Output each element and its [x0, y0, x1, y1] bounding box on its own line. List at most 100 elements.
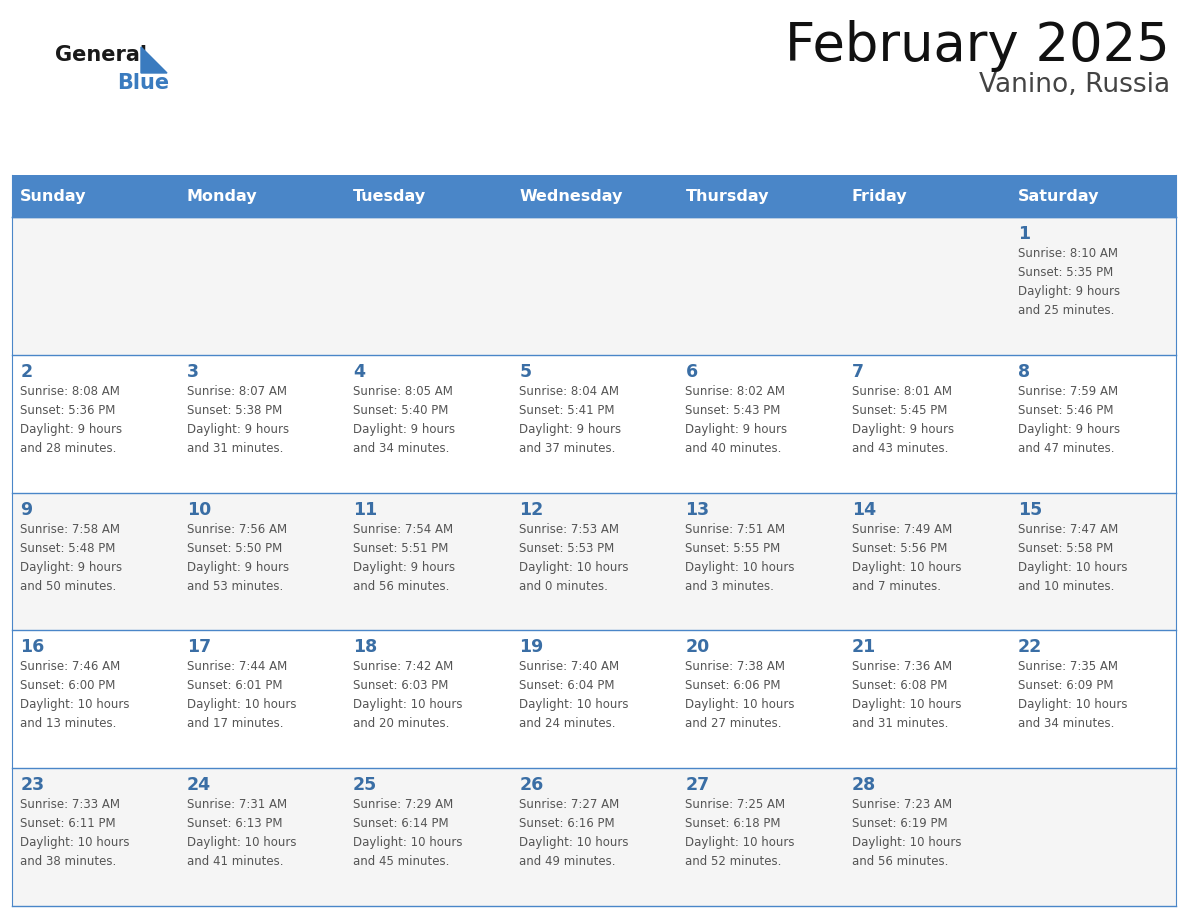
Text: Sunrise: 7:27 AM
Sunset: 6:16 PM
Daylight: 10 hours
and 49 minutes.: Sunrise: 7:27 AM Sunset: 6:16 PM Dayligh… [519, 798, 628, 868]
Text: 22: 22 [1018, 638, 1042, 656]
Text: Sunrise: 7:38 AM
Sunset: 6:06 PM
Daylight: 10 hours
and 27 minutes.: Sunrise: 7:38 AM Sunset: 6:06 PM Dayligh… [685, 660, 795, 731]
Bar [843, 217, 1010, 354]
Bar [178, 217, 345, 354]
Bar [843, 175, 1010, 217]
Text: Saturday: Saturday [1018, 188, 1100, 204]
Text: Tuesday: Tuesday [353, 188, 426, 204]
Text: Sunrise: 7:25 AM
Sunset: 6:18 PM
Daylight: 10 hours
and 52 minutes.: Sunrise: 7:25 AM Sunset: 6:18 PM Dayligh… [685, 798, 795, 868]
Bar [677, 217, 843, 354]
Text: 16: 16 [20, 638, 45, 656]
Text: 8: 8 [1018, 363, 1030, 381]
Bar [12, 493, 178, 631]
Bar [1010, 354, 1176, 493]
Text: Sunrise: 7:49 AM
Sunset: 5:56 PM
Daylight: 10 hours
and 7 minutes.: Sunrise: 7:49 AM Sunset: 5:56 PM Dayligh… [852, 522, 961, 593]
Bar [178, 631, 345, 768]
Bar [677, 768, 843, 906]
Bar [677, 354, 843, 493]
Text: 2: 2 [20, 363, 32, 381]
Bar [677, 631, 843, 768]
Text: Wednesday: Wednesday [519, 188, 623, 204]
Text: 10: 10 [187, 500, 210, 519]
Text: Sunrise: 7:59 AM
Sunset: 5:46 PM
Daylight: 9 hours
and 47 minutes.: Sunrise: 7:59 AM Sunset: 5:46 PM Dayligh… [1018, 385, 1120, 454]
Text: February 2025: February 2025 [785, 20, 1170, 72]
Bar [178, 493, 345, 631]
Bar [12, 354, 178, 493]
Bar [511, 175, 677, 217]
Polygon shape [141, 47, 168, 73]
Text: 15: 15 [1018, 500, 1042, 519]
Bar [178, 175, 345, 217]
Text: Sunrise: 7:54 AM
Sunset: 5:51 PM
Daylight: 9 hours
and 56 minutes.: Sunrise: 7:54 AM Sunset: 5:51 PM Dayligh… [353, 522, 455, 593]
Bar [511, 354, 677, 493]
Text: Sunrise: 7:47 AM
Sunset: 5:58 PM
Daylight: 10 hours
and 10 minutes.: Sunrise: 7:47 AM Sunset: 5:58 PM Dayligh… [1018, 522, 1127, 593]
Text: 5: 5 [519, 363, 531, 381]
Bar [843, 354, 1010, 493]
Bar [1010, 768, 1176, 906]
Text: 14: 14 [852, 500, 876, 519]
Bar [677, 175, 843, 217]
Bar [345, 631, 511, 768]
Text: 4: 4 [353, 363, 365, 381]
Bar [345, 175, 511, 217]
Bar [178, 354, 345, 493]
Text: Sunrise: 7:51 AM
Sunset: 5:55 PM
Daylight: 10 hours
and 3 minutes.: Sunrise: 7:51 AM Sunset: 5:55 PM Dayligh… [685, 522, 795, 593]
Text: Sunrise: 7:33 AM
Sunset: 6:11 PM
Daylight: 10 hours
and 38 minutes.: Sunrise: 7:33 AM Sunset: 6:11 PM Dayligh… [20, 798, 129, 868]
Text: Sunrise: 7:36 AM
Sunset: 6:08 PM
Daylight: 10 hours
and 31 minutes.: Sunrise: 7:36 AM Sunset: 6:08 PM Dayligh… [852, 660, 961, 731]
Text: Sunrise: 7:44 AM
Sunset: 6:01 PM
Daylight: 10 hours
and 17 minutes.: Sunrise: 7:44 AM Sunset: 6:01 PM Dayligh… [187, 660, 296, 731]
Bar [677, 493, 843, 631]
Bar [511, 768, 677, 906]
Text: Blue: Blue [116, 73, 169, 93]
Text: 13: 13 [685, 500, 709, 519]
Text: 19: 19 [519, 638, 543, 656]
Bar [843, 493, 1010, 631]
Text: Sunrise: 7:29 AM
Sunset: 6:14 PM
Daylight: 10 hours
and 45 minutes.: Sunrise: 7:29 AM Sunset: 6:14 PM Dayligh… [353, 798, 462, 868]
Text: Sunrise: 7:58 AM
Sunset: 5:48 PM
Daylight: 9 hours
and 50 minutes.: Sunrise: 7:58 AM Sunset: 5:48 PM Dayligh… [20, 522, 122, 593]
Bar [843, 631, 1010, 768]
Text: Sunrise: 7:56 AM
Sunset: 5:50 PM
Daylight: 9 hours
and 53 minutes.: Sunrise: 7:56 AM Sunset: 5:50 PM Dayligh… [187, 522, 289, 593]
Text: 21: 21 [852, 638, 876, 656]
Text: Thursday: Thursday [685, 188, 769, 204]
Text: Sunrise: 8:07 AM
Sunset: 5:38 PM
Daylight: 9 hours
and 31 minutes.: Sunrise: 8:07 AM Sunset: 5:38 PM Dayligh… [187, 385, 289, 454]
Bar [345, 217, 511, 354]
Text: Sunrise: 8:05 AM
Sunset: 5:40 PM
Daylight: 9 hours
and 34 minutes.: Sunrise: 8:05 AM Sunset: 5:40 PM Dayligh… [353, 385, 455, 454]
Text: Vanino, Russia: Vanino, Russia [979, 72, 1170, 98]
Text: 24: 24 [187, 777, 210, 794]
Text: 1: 1 [1018, 225, 1030, 243]
Text: 9: 9 [20, 500, 32, 519]
Text: Sunrise: 8:04 AM
Sunset: 5:41 PM
Daylight: 9 hours
and 37 minutes.: Sunrise: 8:04 AM Sunset: 5:41 PM Dayligh… [519, 385, 621, 454]
Bar [345, 768, 511, 906]
Bar [1010, 493, 1176, 631]
Text: 27: 27 [685, 777, 709, 794]
Bar [511, 493, 677, 631]
Text: 18: 18 [353, 638, 377, 656]
Text: 28: 28 [852, 777, 876, 794]
Text: 23: 23 [20, 777, 44, 794]
Bar [511, 631, 677, 768]
Text: Sunrise: 7:23 AM
Sunset: 6:19 PM
Daylight: 10 hours
and 56 minutes.: Sunrise: 7:23 AM Sunset: 6:19 PM Dayligh… [852, 798, 961, 868]
Text: Sunrise: 7:40 AM
Sunset: 6:04 PM
Daylight: 10 hours
and 24 minutes.: Sunrise: 7:40 AM Sunset: 6:04 PM Dayligh… [519, 660, 628, 731]
Text: Sunrise: 7:53 AM
Sunset: 5:53 PM
Daylight: 10 hours
and 0 minutes.: Sunrise: 7:53 AM Sunset: 5:53 PM Dayligh… [519, 522, 628, 593]
Bar [12, 217, 178, 354]
Text: 3: 3 [187, 363, 198, 381]
Bar [12, 175, 178, 217]
Text: General: General [55, 45, 147, 65]
Bar [843, 768, 1010, 906]
Bar [12, 631, 178, 768]
Text: 12: 12 [519, 500, 543, 519]
Text: Friday: Friday [852, 188, 908, 204]
Text: 26: 26 [519, 777, 543, 794]
Bar [511, 217, 677, 354]
Bar [12, 768, 178, 906]
Bar [1010, 217, 1176, 354]
Text: Sunrise: 8:02 AM
Sunset: 5:43 PM
Daylight: 9 hours
and 40 minutes.: Sunrise: 8:02 AM Sunset: 5:43 PM Dayligh… [685, 385, 788, 454]
Text: Sunrise: 7:42 AM
Sunset: 6:03 PM
Daylight: 10 hours
and 20 minutes.: Sunrise: 7:42 AM Sunset: 6:03 PM Dayligh… [353, 660, 462, 731]
Text: Sunrise: 7:46 AM
Sunset: 6:00 PM
Daylight: 10 hours
and 13 minutes.: Sunrise: 7:46 AM Sunset: 6:00 PM Dayligh… [20, 660, 129, 731]
Text: Sunrise: 7:31 AM
Sunset: 6:13 PM
Daylight: 10 hours
and 41 minutes.: Sunrise: 7:31 AM Sunset: 6:13 PM Dayligh… [187, 798, 296, 868]
Text: Monday: Monday [187, 188, 258, 204]
Bar [345, 493, 511, 631]
Text: 11: 11 [353, 500, 377, 519]
Bar [345, 354, 511, 493]
Text: 6: 6 [685, 363, 697, 381]
Text: 7: 7 [852, 363, 864, 381]
Text: 20: 20 [685, 638, 709, 656]
